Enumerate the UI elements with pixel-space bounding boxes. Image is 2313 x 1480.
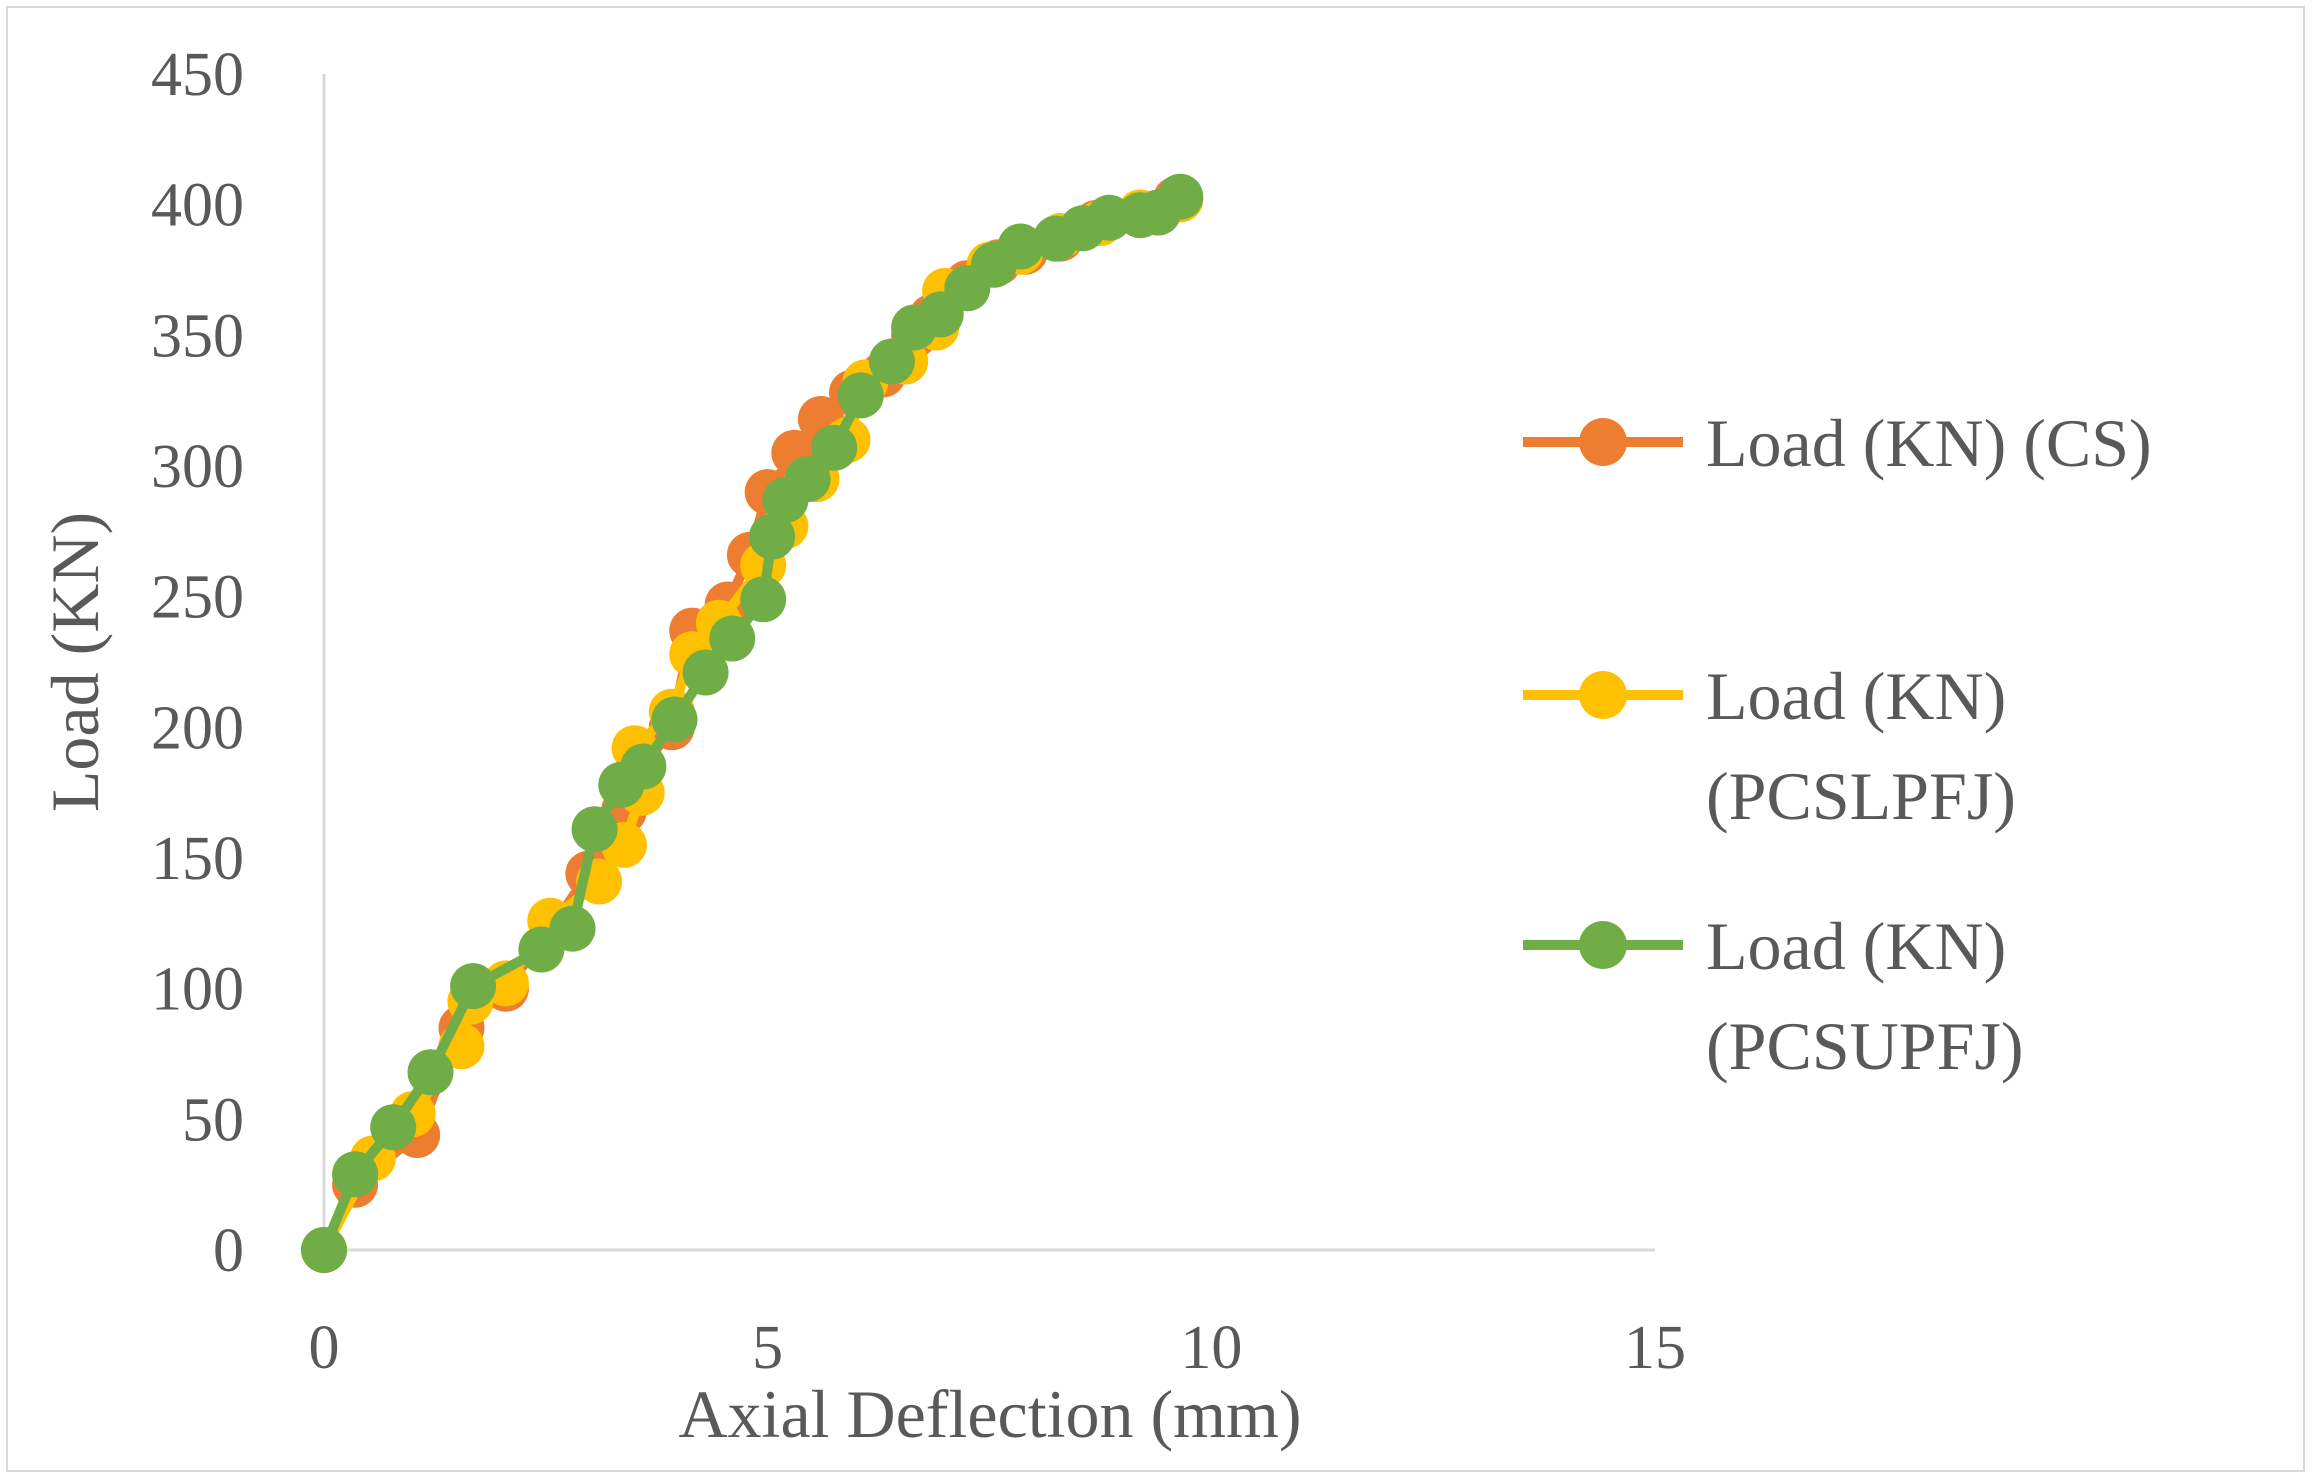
series-2 <box>301 176 1204 1273</box>
data-point <box>709 615 756 662</box>
x-axis-title: Axial Deflection (mm) <box>678 1376 1301 1452</box>
legend-label: Load (KN) <box>1706 908 2006 984</box>
x-tick-label: 0 <box>309 1314 340 1382</box>
y-tick-label: 250 <box>151 564 244 632</box>
x-tick-label: 5 <box>752 1314 783 1382</box>
series-line <box>319 194 1178 1253</box>
data-point <box>301 1227 347 1273</box>
y-tick-label: 0 <box>213 1217 244 1285</box>
data-point <box>332 1151 379 1198</box>
legend-label: (PCSUPFJ) <box>1706 1008 2024 1084</box>
data-point <box>749 513 796 560</box>
axes-layer <box>322 74 1655 1252</box>
data-point <box>1157 173 1204 220</box>
data-point <box>740 576 787 623</box>
legend-swatch-marker <box>1579 671 1627 719</box>
legend-label: Load (KN) (CS) <box>1706 405 2152 481</box>
series-1 <box>301 176 1199 1273</box>
legend-entry-2[interactable]: Load (KN) (PCSLPFJ) <box>1523 658 2016 834</box>
legend-label: Load (KN) <box>1706 658 2006 734</box>
data-point <box>997 223 1044 270</box>
data-point <box>620 743 667 790</box>
data-point <box>571 806 618 853</box>
data-point <box>682 649 729 696</box>
legend-swatch-marker <box>1579 921 1627 969</box>
data-point <box>868 338 915 385</box>
y-tick-label: 100 <box>151 956 244 1024</box>
y-tick-label: 400 <box>151 172 244 240</box>
series-3 <box>301 173 1204 1273</box>
data-point <box>651 696 698 743</box>
series-layer <box>301 173 1204 1273</box>
legend-swatch-marker <box>1579 418 1627 466</box>
y-tick-label: 350 <box>151 302 244 370</box>
y-axis-title: Load (KN) <box>37 512 113 812</box>
y-tick-label: 150 <box>151 825 244 893</box>
x-tick-label: 15 <box>1624 1314 1686 1382</box>
data-point <box>549 905 596 952</box>
series-line <box>319 192 1184 1252</box>
series-line <box>319 194 1182 1253</box>
data-point <box>407 1049 454 1096</box>
legend-entry-1[interactable]: Load (KN) (CS) <box>1523 405 2152 481</box>
y-tick-label: 50 <box>182 1086 244 1154</box>
legend-entry-3[interactable]: Load (KN) (PCSUPFJ) <box>1523 908 2024 1084</box>
legend[interactable]: Load (KN) (CS)Load (KN)(PCSLPFJ)Load (KN… <box>1523 405 2152 1084</box>
data-point <box>784 456 831 503</box>
data-point <box>837 372 884 419</box>
chart-frame <box>6 6 2305 1472</box>
y-tick-labels: 0 50 100 150 200 250 300 350 400 450 <box>151 41 244 1285</box>
x-tick-labels: 0 5 10 15 <box>309 1314 1687 1382</box>
legend-label: (PCSLPFJ) <box>1706 758 2016 834</box>
data-point <box>450 963 497 1010</box>
y-tick-label: 200 <box>151 694 244 762</box>
data-point <box>811 424 858 471</box>
y-tick-label: 300 <box>151 433 244 501</box>
x-tick-label: 10 <box>1180 1314 1242 1382</box>
data-point <box>370 1104 417 1151</box>
y-tick-label: 450 <box>151 41 244 109</box>
